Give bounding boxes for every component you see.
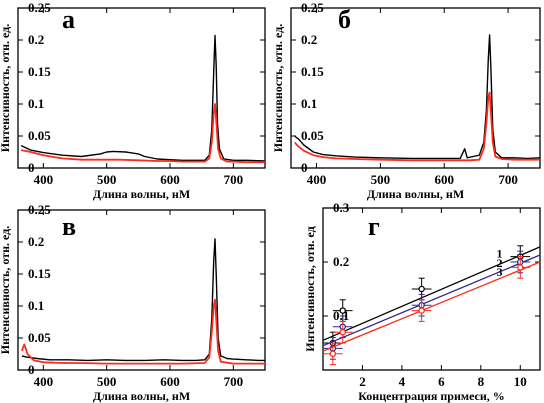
line-label-3: 3: [496, 265, 502, 279]
y-tick-label: 0.05: [28, 128, 51, 143]
y-tick-label: 0.05: [28, 330, 51, 345]
y-axis-label: Интенсивность, отн. ед.: [271, 24, 285, 152]
y-tick-label: 0.15: [301, 64, 324, 79]
y-tick-label: 0.1: [28, 96, 44, 111]
panel-label: б: [338, 5, 351, 34]
plot-frame: [17, 209, 266, 371]
data-point-3: [339, 328, 346, 336]
y-tick-label: 0: [28, 160, 35, 175]
data-point-3: [517, 264, 524, 271]
x-axis-label: Длина волны, нМ: [93, 389, 190, 403]
x-tick-label: 600: [160, 172, 180, 187]
spectrum-line-2: [20, 298, 265, 365]
x-tick-label: 400: [34, 172, 54, 187]
plot-frame: [17, 7, 266, 169]
y-tick-label: 0.3: [333, 200, 350, 215]
panel-label: а: [62, 5, 75, 34]
x-axis-label: Концентрация примеси, %: [358, 389, 505, 403]
y-tick-label: 0.25: [301, 0, 324, 15]
x-tick-label: 700: [224, 172, 244, 187]
x-tick-label: 400: [307, 172, 327, 187]
fit-line-2: [322, 254, 541, 347]
x-tick-label: 500: [371, 172, 391, 187]
chart-panel-2: 0 0.05 0.1 0.15 0.2 0.25 400 500 600 700 Длина вол…: [271, 0, 541, 201]
x-tick-label: 700: [224, 374, 244, 389]
x-tick-label: 700: [498, 172, 518, 187]
y-tick-label: 0.15: [28, 64, 51, 79]
data-point-3: [329, 350, 337, 358]
y-tick-label: 0.2: [28, 32, 44, 47]
chart-panel-1: 0 0.05 0.1 0.15 0.2 0.25 400 500 600 700 Длина вол…: [0, 0, 266, 201]
data-point-1: [339, 307, 346, 314]
spectrum-line-1: [21, 238, 265, 362]
y-tick-label: 0.25: [28, 202, 51, 217]
chart-panel-3: 0 0.05 0.1 0.15 0.2 0.25 400 500 600 700 Длина вол…: [0, 202, 266, 403]
y-tick-label: 0.1: [301, 96, 317, 111]
y-tick-label: 0.1: [28, 298, 44, 313]
x-tick-label: 400: [34, 374, 54, 389]
x-tick-label: 500: [97, 374, 117, 389]
x-axis-label: Длина волны, нМ: [367, 187, 464, 201]
y-tick-label: 0: [301, 160, 308, 175]
y-tick-label: 0.25: [28, 0, 51, 15]
x-tick-label: 2: [359, 374, 366, 389]
spectrum-line-1: [20, 34, 266, 162]
x-tick-label: 600: [160, 374, 180, 389]
fit-line-1: [322, 246, 541, 341]
y-axis-label: Интенсивность, отн. ед.: [0, 24, 12, 152]
spectrum-line-2: [21, 103, 265, 164]
x-tick-label: 8: [478, 374, 485, 389]
y-tick-label: 0.15: [28, 266, 51, 281]
x-tick-label: 600: [434, 172, 454, 187]
panel-label: г: [368, 212, 380, 241]
spectrum-line-2: [294, 91, 540, 162]
line-label-2: 2: [496, 256, 502, 270]
fit-line-3: [322, 261, 541, 352]
x-tick-label: 10: [514, 374, 527, 389]
y-tick-label: 0.2: [333, 254, 349, 269]
x-tick-label: 6: [438, 374, 445, 389]
x-tick-label: 500: [97, 172, 117, 187]
x-tick-label: 4: [399, 374, 406, 389]
y-axis-label: Интенсивность, отн. ед.: [0, 226, 12, 354]
data-point-3: [418, 307, 425, 314]
spectrum-line-1: [294, 34, 541, 160]
y-axis-label: Интенсивность, отн. ед: [303, 226, 317, 351]
y-tick-label: 0.05: [301, 128, 324, 143]
y-tick-label: 0: [28, 362, 35, 377]
x-axis-label: Длина волны, нМ: [93, 187, 190, 201]
plot-frame: [290, 7, 541, 169]
plot-frame: [322, 207, 541, 371]
line-label-1: 1: [496, 246, 502, 260]
y-tick-label: 0.2: [301, 32, 317, 47]
panel-label: в: [62, 212, 76, 241]
y-tick-label: 0.2: [28, 234, 44, 249]
data-point-1: [418, 285, 425, 293]
